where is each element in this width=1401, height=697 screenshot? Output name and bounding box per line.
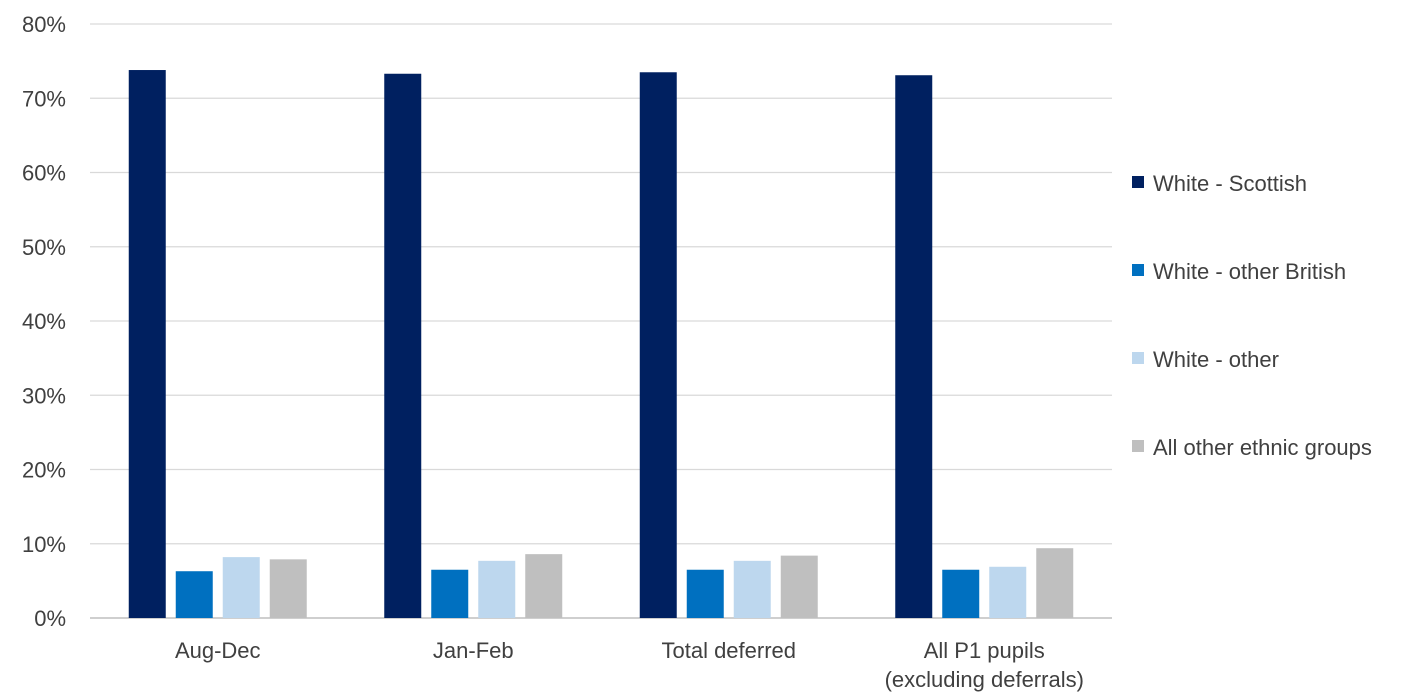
bar-all-other-ethnic-groups-1	[525, 554, 563, 618]
bar-white-other-1	[478, 560, 516, 618]
y-tick-label: 60%	[22, 161, 66, 186]
legend-label: White - other British	[1153, 259, 1347, 284]
bar-white-other-3	[989, 566, 1027, 618]
y-tick-label: 30%	[22, 383, 66, 408]
bar-all-other-ethnic-groups-0	[269, 559, 307, 618]
y-tick-label: 50%	[22, 235, 66, 260]
legend-item-white-other-british: White - other British	[1132, 256, 1394, 288]
x-tick-label: All P1 pupils	[924, 638, 1045, 663]
legend-swatch	[1132, 352, 1144, 364]
bar-white-scottish-2	[639, 72, 677, 618]
legend-swatch	[1132, 440, 1144, 452]
y-tick-label: 0%	[34, 606, 66, 631]
x-axis: Aug-Dec Jan-Feb Total deferred All P1 pupil…	[175, 638, 1084, 692]
bar-white-other-british-3	[942, 569, 980, 618]
bar-white-other-0	[222, 557, 260, 618]
x-tick-label: Total deferred	[661, 638, 796, 663]
bar-white-other-british-1	[431, 569, 469, 618]
bar-all-other-ethnic-groups-2	[780, 555, 818, 618]
y-tick-label: 20%	[22, 458, 66, 483]
bar-white-scottish-0	[128, 70, 166, 618]
legend-swatch	[1132, 176, 1144, 188]
legend-item-white-scottish: White - Scottish	[1132, 168, 1394, 200]
legend-item-all-other-ethnic-groups: All other ethnic groups	[1132, 432, 1394, 464]
bar-white-other-2	[733, 560, 771, 618]
y-tick-label: 70%	[22, 86, 66, 111]
legend: White - Scottish White - other British W…	[1132, 168, 1394, 464]
gridlines	[90, 23, 1112, 619]
legend-label: White - other	[1153, 347, 1279, 372]
y-tick-label: 40%	[22, 309, 66, 334]
legend-swatch	[1132, 264, 1144, 276]
bar-white-other-british-2	[686, 569, 724, 618]
bar-all-other-ethnic-groups-3	[1036, 548, 1074, 618]
y-axis: 0% 10% 20% 30% 40% 50% 60% 70% 80%	[22, 12, 66, 631]
bar-white-scottish-1	[384, 73, 422, 618]
y-tick-label: 80%	[22, 12, 66, 37]
legend-label: All other ethnic groups	[1153, 435, 1372, 460]
bar-white-scottish-3	[895, 75, 933, 619]
legend-item-white-other: White - other	[1132, 344, 1394, 376]
legend-label: White - Scottish	[1153, 171, 1308, 196]
y-tick-label: 10%	[22, 532, 66, 557]
bar-white-other-british-0	[175, 571, 213, 618]
x-tick-label: Jan-Feb	[433, 638, 514, 663]
x-tick-label: (excluding deferrals)	[885, 667, 1084, 692]
x-tick-label: Aug-Dec	[175, 638, 261, 663]
bars	[128, 70, 1074, 619]
